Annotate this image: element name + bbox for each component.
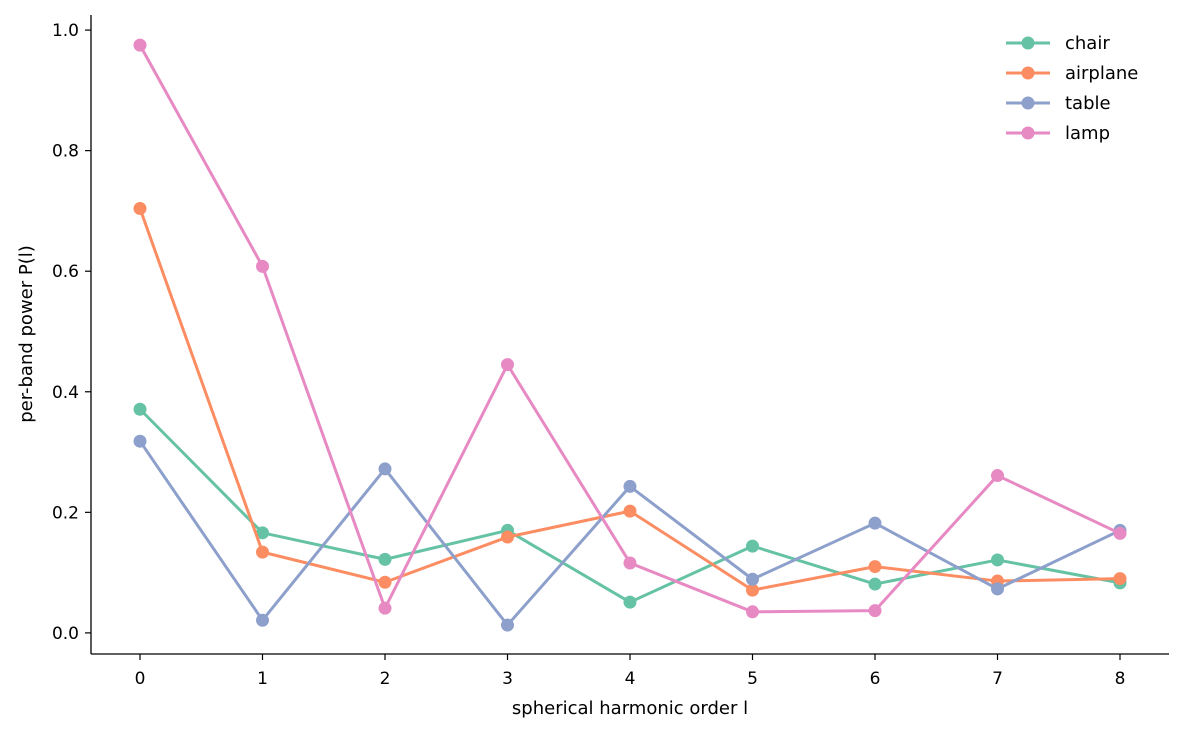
data-point-chair: [868, 577, 882, 591]
y-tick-label: 0.0: [52, 624, 79, 644]
data-point-airplane: [378, 575, 392, 589]
data-point-airplane: [746, 583, 759, 597]
y-axis-label: per-band power P(l): [16, 245, 37, 423]
plot-area: [133, 38, 1127, 632]
x-tick-label: 6: [870, 669, 881, 689]
legend-marker: [1021, 96, 1035, 110]
data-point-table: [868, 516, 882, 530]
legend-marker: [1021, 66, 1035, 80]
series-table: [133, 434, 1127, 632]
axes: 0 1 2 3 4 5 6 7 8 0.0 0.2 0.4 0.6 0.8 1.0: [52, 15, 1169, 689]
series-airplane: [133, 202, 1127, 597]
data-point-table: [378, 462, 392, 476]
legend-item-table: table: [1006, 93, 1111, 114]
data-point-airplane: [868, 560, 882, 574]
x-axis-label: spherical harmonic order l: [512, 698, 748, 719]
data-point-lamp: [256, 259, 269, 273]
y-tick-label: 0.6: [52, 262, 79, 282]
legend: chair airplane table lamp: [1006, 33, 1138, 144]
data-point-lamp: [378, 601, 392, 615]
y-ticks: 0.0 0.2 0.4 0.6 0.8 1.0: [52, 21, 91, 644]
data-point-table: [746, 572, 759, 586]
data-point-lamp: [623, 556, 637, 570]
legend-label: table: [1065, 93, 1111, 114]
y-tick-label: 1.0: [52, 21, 79, 41]
data-point-airplane: [256, 545, 269, 559]
x-tick-label: 3: [502, 669, 513, 689]
x-tick-label: 5: [747, 669, 758, 689]
data-point-table: [991, 582, 1004, 596]
data-point-table: [256, 613, 269, 627]
x-tick-label: 0: [135, 669, 146, 689]
data-point-lamp: [991, 469, 1004, 483]
series-layer: [133, 38, 1127, 632]
legend-item-airplane: airplane: [1006, 63, 1138, 84]
legend-label: airplane: [1065, 63, 1138, 84]
data-point-chair: [991, 553, 1004, 567]
legend-label: chair: [1065, 33, 1110, 54]
x-tick-label: 8: [1115, 669, 1126, 689]
data-point-table: [501, 618, 514, 632]
data-point-chair: [133, 402, 147, 416]
data-point-airplane: [1113, 572, 1127, 586]
data-point-lamp: [133, 38, 147, 52]
data-point-chair: [623, 595, 637, 609]
data-point-chair: [378, 552, 392, 566]
data-point-airplane: [133, 202, 147, 216]
data-point-lamp: [746, 605, 759, 619]
x-tick-label: 2: [380, 669, 391, 689]
data-point-airplane: [623, 504, 637, 518]
legend-item-lamp: lamp: [1006, 123, 1110, 144]
data-point-lamp: [501, 358, 514, 372]
data-point-airplane: [501, 530, 514, 544]
legend-marker: [1021, 36, 1035, 50]
y-tick-label: 0.8: [52, 142, 79, 162]
y-tick-label: 0.4: [52, 383, 79, 403]
series-line-lamp: [138, 43, 1122, 614]
legend-label: lamp: [1065, 123, 1110, 144]
legend-marker: [1021, 126, 1035, 140]
data-point-lamp: [1113, 526, 1127, 540]
x-tick-label: 1: [257, 669, 268, 689]
series-line-airplane: [138, 207, 1122, 592]
data-point-lamp: [868, 604, 882, 618]
x-ticks: 0 1 2 3 4 5 6 7 8: [135, 654, 1126, 689]
y-tick-label: 0.2: [52, 503, 79, 523]
data-point-table: [133, 434, 147, 448]
data-point-chair: [256, 526, 269, 540]
x-tick-label: 4: [625, 669, 636, 689]
series-lamp: [133, 38, 1127, 619]
data-point-chair: [746, 539, 759, 553]
data-point-table: [623, 479, 637, 493]
x-tick-label: 7: [992, 669, 1003, 689]
legend-item-chair: chair: [1006, 33, 1110, 54]
